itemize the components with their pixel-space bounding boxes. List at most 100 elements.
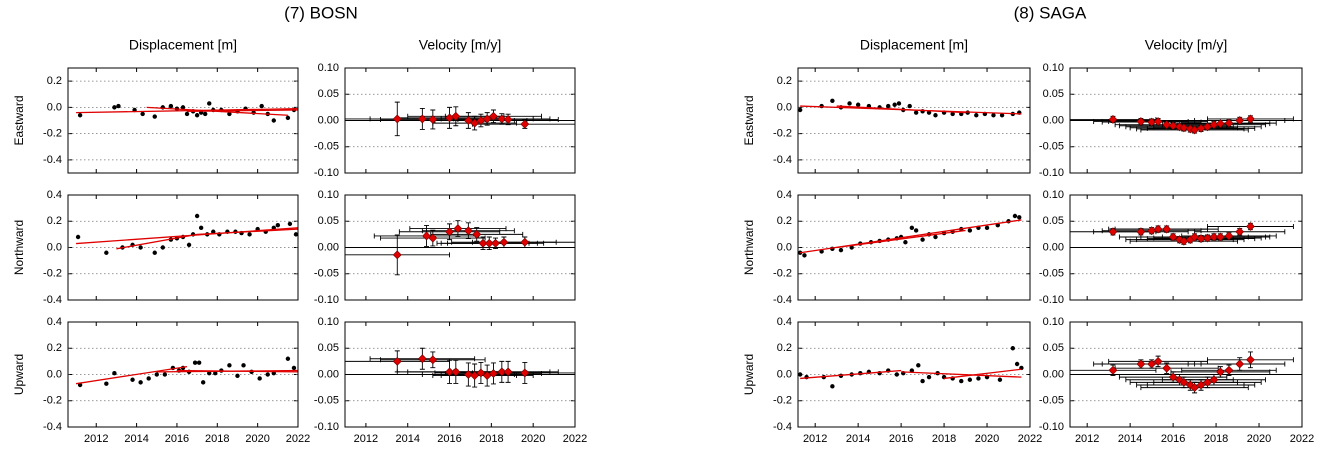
point: [1136, 227, 1146, 237]
panel: 0.10 0.05 0.00 -0.05 -0.10: [314, 189, 576, 306]
point: [470, 371, 480, 380]
y-tick-label: 0.10: [318, 62, 339, 74]
point: [1010, 346, 1016, 351]
point: [470, 118, 480, 128]
point: [1168, 232, 1178, 242]
plot-area: [75, 356, 298, 388]
point: [116, 103, 121, 109]
point: [285, 115, 291, 121]
x-tick-label: 2020: [245, 433, 269, 445]
point: [291, 365, 297, 371]
y-tick-label: -0.2: [773, 395, 792, 407]
point: [1108, 227, 1118, 237]
point: [445, 227, 454, 237]
point: [186, 242, 192, 248]
panel: 0.10 0.05 0.00 -0.05 -0.10: [1039, 189, 1303, 306]
y-axis-label: Upward: [742, 354, 756, 395]
y-tick-label: 0.00: [1043, 368, 1064, 380]
panel: 0.10 0.05 0.00 -0.05 -0.10 Velocity [m/y]: [1039, 37, 1303, 179]
plot-area: [1070, 351, 1294, 394]
y-tick-label: 0.2: [777, 75, 792, 87]
point: [112, 105, 117, 110]
point: [1235, 359, 1245, 369]
point: [503, 367, 513, 377]
point: [241, 363, 246, 368]
point: [913, 110, 919, 115]
column-title: Velocity [m/y]: [419, 37, 501, 53]
point: [1203, 377, 1212, 387]
point: [855, 102, 861, 107]
point: [1196, 380, 1206, 390]
station-title: (7) BOSN: [284, 3, 358, 22]
point: [1153, 117, 1163, 126]
point: [1190, 232, 1200, 242]
point: [478, 238, 488, 248]
point: [417, 114, 427, 124]
y-axis-label: Northward: [12, 220, 26, 275]
point: [489, 369, 498, 378]
x-tick-label: 2022: [1290, 433, 1314, 445]
point: [196, 360, 202, 365]
x-tick-label: 2020: [975, 433, 999, 445]
panel-frame: [797, 321, 1031, 428]
point: [1235, 116, 1245, 125]
point: [1179, 123, 1189, 133]
y-tick-label: -0.4: [773, 294, 792, 306]
y-tick-label: 0.2: [47, 75, 62, 87]
point: [130, 377, 135, 382]
point: [287, 221, 293, 227]
point: [1012, 213, 1018, 219]
point: [959, 378, 964, 384]
point: [77, 382, 83, 388]
point: [112, 370, 117, 376]
point: [926, 374, 932, 380]
y-axis-label: Northward: [742, 220, 756, 275]
y-tick-label: -0.2: [773, 268, 792, 280]
point: [445, 367, 454, 377]
x-tick-label: 2014: [1118, 433, 1142, 445]
point: [75, 234, 81, 240]
panel-frame: [1069, 67, 1303, 174]
station-title: (8) SAGA: [1014, 3, 1087, 22]
y-tick-label: 0.2: [47, 342, 62, 354]
point: [227, 363, 232, 368]
point: [997, 377, 1003, 382]
point: [198, 225, 204, 231]
point: [180, 105, 186, 110]
panel: 0.4 0.2 0.0 -0.2 -0.4 Northward: [12, 189, 299, 306]
y-tick-label: 0.0: [47, 101, 62, 113]
point: [104, 381, 109, 386]
point: [499, 237, 509, 247]
y-tick-label: 0.10: [318, 316, 339, 328]
point: [491, 238, 500, 248]
point: [819, 103, 824, 109]
x-tick-label: 2022: [286, 433, 310, 445]
point: [1136, 117, 1146, 126]
y-tick-label: 0.4: [777, 189, 792, 201]
point: [162, 372, 168, 377]
point: [1179, 377, 1189, 387]
x-tick-label: 2012: [803, 433, 827, 445]
point: [896, 101, 902, 106]
y-tick-label: 0.05: [1043, 88, 1064, 100]
point: [967, 228, 973, 233]
y-tick-label: 0.2: [777, 215, 792, 227]
panel: 0.2 0.0 -0.2 -0.4 Displacement [m] Eastward: [12, 37, 299, 174]
y-tick-label: -0.4: [773, 421, 792, 433]
point: [798, 107, 803, 113]
point: [1017, 215, 1022, 220]
y-axis-label: Eastward: [742, 95, 756, 145]
point: [1215, 232, 1225, 242]
point: [1224, 118, 1234, 128]
panel-frame: [344, 194, 576, 301]
fit-line: [75, 365, 188, 385]
point: [847, 101, 852, 106]
x-tick-label: 2012: [354, 433, 378, 445]
point: [194, 113, 200, 118]
point: [417, 354, 427, 364]
point: [152, 114, 157, 119]
fit-line: [116, 233, 198, 250]
point: [154, 372, 159, 377]
point: [830, 98, 835, 104]
